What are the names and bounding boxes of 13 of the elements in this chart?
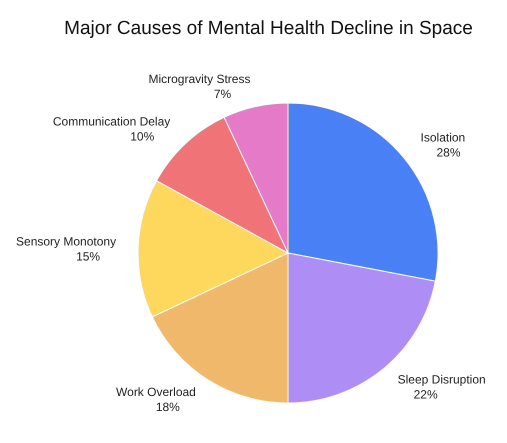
slice-label: Isolation xyxy=(420,130,466,144)
data-label: 28% xyxy=(436,145,461,160)
slice-label: Work Overload xyxy=(116,385,196,400)
slice-label: Communication Delay xyxy=(52,114,170,129)
data-label: 10% xyxy=(130,130,155,144)
slice-label: Sleep Disruption xyxy=(398,372,486,387)
data-label: 15% xyxy=(76,250,100,264)
data-label: 22% xyxy=(414,388,438,402)
slice-label: Microgravity Stress xyxy=(148,72,250,86)
chart-title: Major Causes of Mental Health Decline in Space xyxy=(64,18,473,39)
data-label: 18% xyxy=(156,400,180,414)
slice-label: Sensory Monotony xyxy=(16,234,116,249)
data-label: 7% xyxy=(214,87,232,102)
